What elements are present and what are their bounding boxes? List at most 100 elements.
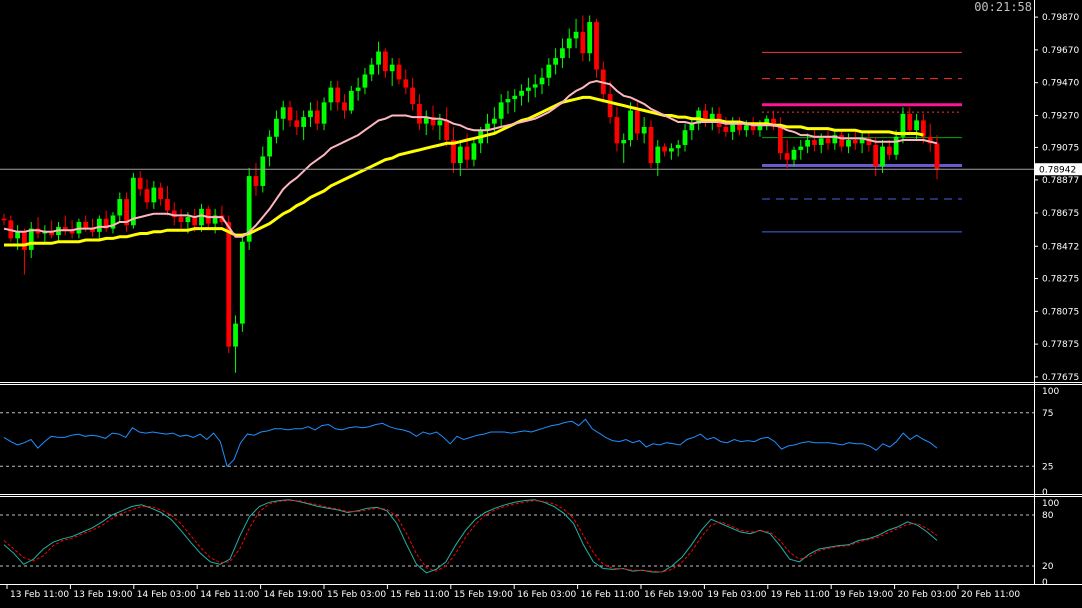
candle-body — [103, 218, 109, 229]
candle-body — [771, 118, 776, 126]
panel-frames — [0, 0, 1082, 585]
candle-body — [110, 215, 116, 229]
rsi-panel: 100 75 25 0 — [0, 387, 1059, 498]
candle-body — [69, 230, 75, 234]
candle-body — [83, 222, 89, 229]
moving-averages — [3, 79, 938, 247]
time-tick-label: 14 Feb 03:00 — [137, 590, 196, 600]
time-tick-label: 15 Feb 03:00 — [327, 590, 386, 600]
candle-body — [171, 210, 177, 218]
candle-body — [335, 87, 341, 103]
candle-body — [212, 215, 218, 224]
candle-body — [301, 117, 307, 127]
time-tick-label: 13 Feb 19:00 — [73, 590, 132, 600]
candle-body — [348, 90, 354, 111]
time-tick-label: 13 Feb 11:00 — [10, 590, 69, 600]
candle-body — [621, 140, 627, 144]
candle-body — [784, 153, 790, 160]
candle-body — [178, 217, 184, 223]
candle-body — [239, 241, 245, 324]
candle-body — [880, 146, 885, 167]
time-tick-label: 19 Feb 11:00 — [771, 590, 830, 600]
candle-body — [832, 135, 838, 144]
price-tick-label: 0.77875 — [1042, 340, 1079, 350]
candle-body — [246, 176, 252, 242]
candle-body — [675, 144, 681, 149]
candle-body — [491, 118, 497, 124]
candle-body — [328, 87, 334, 103]
candle-body — [430, 117, 436, 126]
candle-body — [669, 148, 674, 152]
ma-fast-line — [3, 79, 938, 238]
candle-body — [866, 138, 872, 145]
candle-body — [648, 126, 654, 163]
indicator-tick-label: 0 — [1042, 488, 1048, 498]
indicator-tick-label: 80 — [1042, 511, 1054, 521]
indicator-tick-label: 25 — [1042, 462, 1053, 472]
candle-body — [260, 156, 266, 186]
candle-body — [709, 113, 715, 121]
candle-body — [634, 110, 640, 134]
candle-body — [539, 77, 545, 85]
candle-body — [566, 38, 572, 49]
candle-body — [682, 130, 688, 145]
candle-body — [158, 187, 164, 200]
stochastic-signal-line — [3, 500, 938, 573]
candle-body — [62, 226, 68, 231]
time-tick-label: 16 Feb 11:00 — [581, 590, 640, 600]
candle-body — [280, 107, 286, 119]
candle-body — [294, 120, 300, 127]
candle-body — [287, 107, 293, 121]
current-price-label: 0.78942 — [1039, 166, 1076, 176]
candle-body — [362, 74, 368, 88]
candle-body — [389, 64, 395, 72]
candle-body — [117, 199, 123, 216]
candle-body — [526, 87, 531, 91]
candle-body — [512, 95, 518, 100]
price-tick-label: 0.78877 — [1042, 176, 1079, 186]
candle-body — [403, 79, 409, 88]
candle-body — [437, 120, 443, 126]
candle-body — [410, 87, 415, 104]
candle-body — [199, 208, 204, 226]
price-tick-label: 0.78472 — [1042, 242, 1079, 252]
candle-body — [233, 323, 238, 347]
candle-body — [818, 138, 824, 145]
candle-body — [798, 146, 804, 150]
candle-body — [464, 146, 470, 160]
candle-body — [342, 102, 347, 111]
candle-body — [192, 217, 198, 226]
candle-body — [689, 123, 695, 131]
candle-body — [355, 87, 361, 91]
candle-body — [90, 228, 95, 232]
price-tick-label: 0.79270 — [1042, 111, 1079, 121]
candle-body — [1, 218, 7, 221]
candle-body — [927, 136, 933, 144]
candle-body — [131, 177, 136, 226]
candle-body — [737, 123, 742, 131]
candle-body — [852, 140, 858, 144]
candle-body — [900, 113, 906, 137]
candle-body — [49, 231, 55, 236]
candle-body — [321, 102, 327, 124]
candle-body — [28, 228, 34, 250]
time-tick-label: 15 Feb 11:00 — [390, 590, 449, 600]
candle-body — [703, 110, 708, 121]
price-tick-label: 0.79075 — [1042, 143, 1079, 153]
candle-body — [519, 90, 524, 96]
candle-body — [124, 199, 129, 226]
price-tick-label: 0.79670 — [1042, 46, 1079, 56]
candle-body — [137, 177, 143, 190]
candle-body — [226, 222, 232, 347]
candle-body — [382, 51, 388, 72]
time-tick-label: 16 Feb 03:00 — [517, 590, 576, 600]
candle-body — [791, 149, 797, 160]
candle-body — [532, 84, 538, 88]
current-price-box — [1035, 163, 1082, 176]
time-axis: 13 Feb 11:00 13 Feb 19:00 14 Feb 03:00 14 F… — [6, 585, 1020, 600]
candle-body — [580, 31, 586, 54]
candle-body — [546, 64, 552, 78]
price-tick-label: 0.79470 — [1042, 79, 1079, 89]
candle-body — [451, 140, 456, 163]
candle-body — [587, 22, 593, 54]
